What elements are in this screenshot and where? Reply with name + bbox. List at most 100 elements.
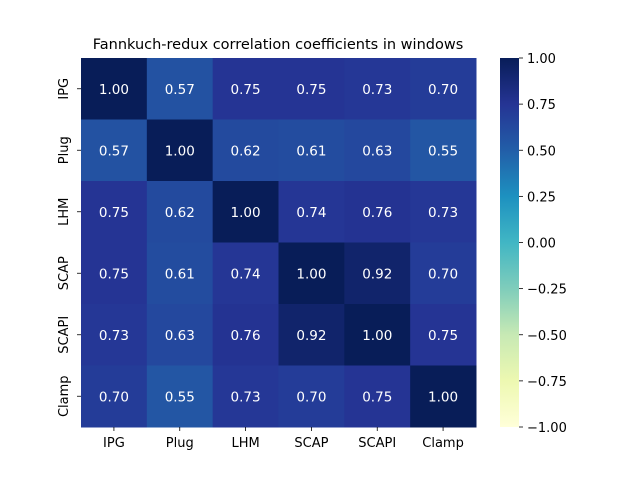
colorbar-ticks: 1.00 0.75 0.50 0.25 0.00 −0.25 −0.50 −0.75 −1.00 bbox=[519, 52, 567, 436]
colorbar-tick-label: 0.25 bbox=[527, 190, 556, 205]
heatmap-cell-lhm-ipg bbox=[81, 181, 148, 243]
cell-value-label: 0.75 bbox=[296, 82, 326, 98]
heatmap-cell-scap-plug bbox=[146, 242, 214, 305]
colorbar: 1.00 0.75 0.50 0.25 0.00 −0.25 −0.50 −0.75 −1.00 bbox=[500, 52, 567, 436]
heatmap-cell-plug-scapi bbox=[344, 119, 411, 182]
chart-title: Fannkuch-redux correlation coefficients … bbox=[93, 37, 464, 53]
heatmap-cell-ipg-lhm bbox=[212, 58, 279, 120]
y-tick-label: SCAP bbox=[57, 256, 72, 290]
heatmap-cell-scapi-ipg bbox=[81, 304, 148, 366]
y-tick-label: Clamp bbox=[57, 375, 72, 417]
x-tick-label: SCAP bbox=[294, 436, 328, 451]
cell-value-label: 0.75 bbox=[99, 266, 129, 282]
cell-value-label: 1.00 bbox=[296, 266, 326, 282]
heatmap-cell-scap-scapi bbox=[344, 242, 411, 305]
x-tick-label: IPG bbox=[103, 436, 125, 451]
heatmap-cell-clamp-lhm bbox=[212, 365, 279, 428]
cell-value-label: 0.70 bbox=[428, 82, 458, 98]
heatmap-cell-scapi-lhm bbox=[212, 304, 279, 366]
heatmap-cell-ipg-ipg bbox=[81, 58, 148, 120]
heatmap-cell-scap-ipg bbox=[81, 242, 148, 305]
x-tick-label: Clamp bbox=[422, 436, 464, 451]
cell-value-label: 0.92 bbox=[362, 266, 392, 282]
heatmap-cell-scapi-scap bbox=[278, 304, 345, 366]
cell-value-label: 0.76 bbox=[362, 205, 392, 221]
heatmap-cell-ipg-scap bbox=[278, 58, 345, 120]
cell-value-label: 0.55 bbox=[428, 143, 458, 159]
x-axis: IPG Plug LHM SCAP SCAPI Clamp bbox=[103, 427, 464, 451]
heatmap-cell-scapi-scapi bbox=[344, 304, 411, 366]
heatmap-cell-plug-scap bbox=[278, 119, 345, 182]
colorbar-tick-label: 1.00 bbox=[527, 52, 556, 67]
heatmap-cell-clamp-scap bbox=[278, 365, 345, 428]
heatmap-cell-scapi-plug bbox=[146, 304, 214, 366]
heatmap-cell-lhm-clamp bbox=[410, 181, 477, 243]
heatmap-cells: 1.00 0.57 0.75 0.75 0.73 0.70 0.57 1.00 0.62 0.61… bbox=[81, 58, 477, 428]
heatmap-cell-ipg-scapi bbox=[344, 58, 411, 120]
x-tick-label: LHM bbox=[231, 436, 259, 451]
cell-value-label: 1.00 bbox=[231, 205, 261, 221]
y-tick-label: LHM bbox=[57, 198, 72, 226]
heatmap-cell-lhm-lhm bbox=[212, 181, 279, 243]
heatmap-cell-scap-lhm bbox=[212, 242, 279, 305]
cell-value-label: 0.75 bbox=[428, 328, 458, 344]
cell-value-label: 0.61 bbox=[296, 143, 326, 159]
y-tick-label: IPG bbox=[57, 78, 72, 100]
cell-value-label: 0.62 bbox=[165, 205, 195, 221]
cell-value-label: 0.70 bbox=[99, 389, 129, 405]
cell-value-label: 0.74 bbox=[296, 205, 326, 221]
colorbar-tick-label: −0.50 bbox=[527, 329, 567, 344]
heatmap-cell-scap-clamp bbox=[410, 242, 477, 305]
x-tick-label: SCAPI bbox=[358, 436, 396, 451]
heatmap-cell-clamp-scapi bbox=[344, 365, 411, 428]
cell-value-label: 0.73 bbox=[231, 389, 261, 405]
cell-value-label: 0.73 bbox=[428, 205, 458, 221]
heatmap-cell-plug-plug bbox=[146, 119, 214, 182]
heatmap-cell-lhm-plug bbox=[146, 181, 214, 243]
colorbar-tick-label: −0.25 bbox=[527, 283, 567, 298]
heatmap-cell-scapi-clamp bbox=[410, 304, 477, 366]
heatmap-cell-plug-ipg bbox=[81, 119, 148, 182]
cell-value-label: 0.61 bbox=[165, 266, 195, 282]
heatmap-cell-plug-clamp bbox=[410, 119, 477, 182]
cell-value-label: 0.63 bbox=[165, 328, 195, 344]
heatmap-cell-clamp-clamp bbox=[410, 365, 477, 428]
colorbar-tick-label: −1.00 bbox=[527, 421, 567, 436]
colorbar-tick-label: 0.75 bbox=[527, 98, 556, 113]
cell-value-label: 0.57 bbox=[99, 143, 129, 159]
cell-value-label: 0.92 bbox=[296, 328, 326, 344]
heatmap-cell-clamp-plug bbox=[146, 365, 214, 428]
heatmap-cell-lhm-scapi bbox=[344, 181, 411, 243]
cell-value-label: 0.63 bbox=[362, 143, 392, 159]
colorbar-tick-label: 0.50 bbox=[527, 144, 556, 159]
heatmap-cell-scap-scap bbox=[278, 242, 345, 305]
cell-value-label: 0.70 bbox=[296, 389, 326, 405]
cell-value-label: 0.74 bbox=[231, 266, 261, 282]
heatmap-cell-clamp-ipg bbox=[81, 365, 148, 428]
cell-value-label: 0.75 bbox=[99, 205, 129, 221]
colorbar-gradient bbox=[500, 58, 519, 427]
heatmap-cell-plug-lhm bbox=[212, 119, 279, 182]
cell-value-label: 0.73 bbox=[99, 328, 129, 344]
cell-value-label: 0.57 bbox=[165, 82, 195, 98]
cell-value-label: 0.70 bbox=[428, 266, 458, 282]
cell-value-label: 1.00 bbox=[428, 389, 458, 405]
colorbar-tick-label: 0.00 bbox=[527, 237, 556, 252]
cell-value-label: 0.62 bbox=[231, 143, 261, 159]
heatmap-cell-ipg-clamp bbox=[410, 58, 477, 120]
cell-value-label: 0.76 bbox=[231, 328, 261, 344]
cell-value-label: 0.55 bbox=[165, 389, 195, 405]
y-axis: IPG Plug LHM SCAP SCAPI Clamp bbox=[57, 78, 81, 417]
colorbar-tick-label: −0.75 bbox=[527, 375, 567, 390]
cell-value-label: 0.75 bbox=[231, 82, 261, 98]
heatmap-cell-ipg-plug bbox=[146, 58, 214, 120]
cell-value-label: 1.00 bbox=[99, 82, 129, 98]
cell-value-label: 0.73 bbox=[362, 82, 392, 98]
y-tick-label: SCAPI bbox=[57, 316, 72, 354]
x-tick-label: Plug bbox=[166, 436, 194, 451]
cell-value-label: 1.00 bbox=[165, 143, 195, 159]
cell-value-label: 1.00 bbox=[362, 328, 392, 344]
cell-value-label: 0.75 bbox=[362, 389, 392, 405]
heatmap-cell-lhm-scap bbox=[278, 181, 345, 243]
